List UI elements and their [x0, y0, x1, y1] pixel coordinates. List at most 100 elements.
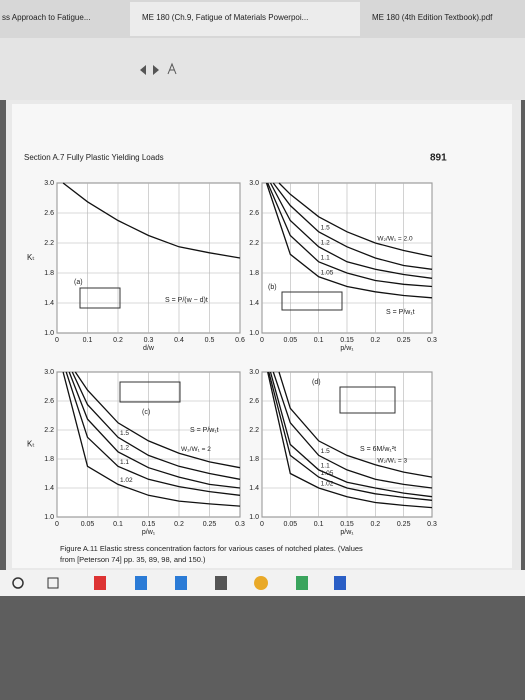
nav-arrows[interactable] — [140, 65, 159, 75]
y-tick-label: 2.6 — [44, 398, 54, 405]
curve — [269, 371, 433, 498]
x-tick-label: 0.3 — [144, 337, 154, 344]
formula: S = P/w₁t — [386, 309, 415, 316]
y-tick-label: 3.0 — [44, 369, 54, 376]
curve-label: 1.1 — [321, 463, 330, 470]
app-icon[interactable] — [334, 576, 346, 590]
y-tick-label: 3.0 — [44, 180, 54, 187]
y-tick-label: 1.4 — [44, 300, 54, 307]
y-tick-label: 3.0 — [249, 180, 259, 187]
curve-label: 1.5 — [321, 224, 330, 231]
curve-label: 1.5 — [120, 430, 129, 437]
curve-label: 1.1 — [321, 254, 330, 261]
panel-label: (b) — [268, 284, 277, 291]
x-tick-label: 0.25 — [397, 521, 411, 528]
x-tick-label: 0.5 — [205, 337, 215, 344]
y-tick-label: 1.8 — [249, 456, 259, 463]
curve — [71, 371, 241, 480]
curve-label: 1.5 — [321, 448, 330, 455]
y-tick-label: 2.2 — [44, 240, 54, 247]
panel-label: (a) — [74, 279, 83, 286]
x-tick-label: 0 — [55, 521, 59, 528]
y-tick-label: 2.2 — [44, 427, 54, 434]
curve — [65, 371, 241, 496]
x-tick-label: 0 — [55, 337, 59, 344]
curve-label: 1.02 — [321, 481, 334, 488]
y-tick-label: 1.4 — [249, 485, 259, 492]
plate-diagram — [119, 381, 181, 403]
x-axis-label: p/w₁ — [340, 529, 354, 536]
x-tick-label: 0.3 — [427, 521, 437, 528]
x-tick-label: 0.4 — [174, 337, 184, 344]
x-tick-label: 0.15 — [340, 337, 354, 344]
tab[interactable]: ss Approach to Fatigue... — [2, 13, 91, 22]
curve — [62, 371, 241, 507]
y-tick-label: 1.4 — [44, 485, 54, 492]
caption: from [Peterson 74] pp. 35, 89, 98, and 1… — [60, 555, 206, 564]
x-tick-label: 0.05 — [284, 337, 298, 344]
formula: S = 6M/w₁²t — [360, 446, 396, 453]
curve — [278, 371, 433, 478]
x-tick-label: 0.3 — [235, 521, 245, 528]
x-tick-label: 0.1 — [83, 337, 93, 344]
curve-label: 1.2 — [321, 239, 330, 246]
panel-label: (c) — [142, 409, 150, 416]
insets: (a) S = P/(w − d)t (b) S = P/w₁t (c) S =… — [74, 279, 415, 453]
curve — [68, 371, 241, 489]
panel-label: (d) — [312, 379, 321, 386]
curve — [269, 182, 433, 279]
curve-label: 1.05 — [321, 269, 334, 276]
y-axis-label: Kₜ — [27, 253, 35, 262]
x-tick-label: 0.05 — [81, 521, 95, 528]
y-tick-label: 1.8 — [44, 270, 54, 277]
curve — [272, 182, 433, 270]
y-tick-label: 1.4 — [249, 300, 259, 307]
x-tick-label: 0.25 — [397, 337, 411, 344]
app-icon[interactable] — [135, 576, 147, 590]
curve — [74, 371, 241, 469]
tab[interactable]: ME 180 (Ch.9, Fatigue of Materials Power… — [142, 13, 308, 22]
y-tick-label: 1.0 — [249, 330, 259, 337]
x-tick-label: 0.25 — [203, 521, 217, 528]
y-tick-label: 1.0 — [249, 514, 259, 521]
y-tick-label: 1.8 — [249, 270, 259, 277]
x-axis-label: p/w₁ — [340, 345, 354, 352]
x-tick-label: 0.6 — [235, 337, 245, 344]
app-icon[interactable] — [175, 576, 187, 590]
x-tick-label: 0.2 — [370, 337, 380, 344]
app-icon[interactable] — [296, 576, 308, 590]
app-icon[interactable] — [215, 576, 227, 590]
task-view[interactable] — [47, 577, 59, 589]
curve — [278, 182, 433, 258]
tab[interactable]: ME 180 (4th Edition Textbook).pdf — [372, 13, 493, 22]
curve — [265, 182, 433, 299]
caption: Figure A.11 Elastic stress concentration… — [60, 544, 363, 553]
curve-label: W₂/W₁ = 2.0 — [377, 236, 413, 243]
y-tick-label: 2.6 — [44, 210, 54, 217]
active-tab[interactable] — [130, 2, 360, 36]
curve-label: 1.1 — [120, 459, 129, 466]
x-tick-label: 0.15 — [340, 521, 354, 528]
curve — [62, 182, 241, 259]
curve — [267, 182, 433, 288]
formula: S = P/w₁t — [190, 427, 219, 434]
app-icon[interactable] — [94, 576, 106, 590]
curve-label: W₂/W₁ = 2 — [181, 446, 211, 453]
curve-label: 1.2 — [120, 444, 129, 451]
x-tick-label: 0 — [260, 337, 264, 344]
y-tick-label: 1.0 — [44, 330, 54, 337]
x-tick-label: 0.3 — [427, 337, 437, 344]
page-number: 891 — [430, 153, 447, 164]
y-axis-label: Kₜ — [27, 440, 35, 449]
plate-diagram — [339, 386, 396, 414]
app-icon[interactable] — [254, 576, 268, 590]
x-tick-label: 0.2 — [370, 521, 380, 528]
y-tick-label: 1.8 — [44, 456, 54, 463]
y-tick-label: 2.2 — [249, 427, 259, 434]
start-button[interactable] — [12, 577, 24, 589]
x-tick-label: 0 — [260, 521, 264, 528]
x-axis-label: p/w₁ — [142, 529, 156, 536]
x-axis-label: d/w — [143, 345, 155, 352]
text-size-icon[interactable] — [167, 62, 177, 75]
